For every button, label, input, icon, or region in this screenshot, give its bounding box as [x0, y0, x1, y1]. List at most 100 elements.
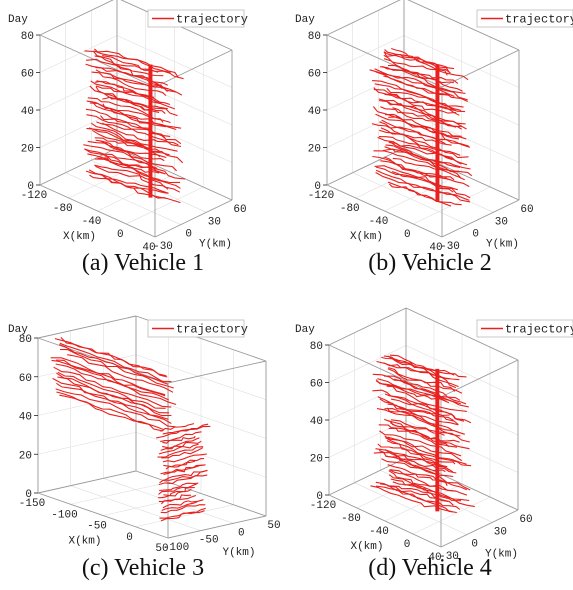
z-axis-label: Day: [295, 324, 315, 336]
trajectory-line: [96, 80, 171, 106]
trajectory-line: [390, 398, 472, 424]
z-tick-label: 60: [21, 69, 34, 81]
x-tick-label: -150: [19, 498, 45, 510]
x-axis-label: X(km): [350, 541, 383, 553]
trajectory-line: [380, 160, 470, 188]
x-tick-label: -50: [87, 521, 107, 533]
y-tick-label: -100: [163, 542, 189, 554]
x-tick-label: 40: [142, 242, 155, 254]
y-tick-label: -30: [153, 241, 173, 253]
caption-vehicle-1: (a) Vehicle 1: [81, 250, 205, 276]
trajectory-line: [389, 469, 448, 486]
trajectory-line: [163, 458, 205, 468]
grid-line: [326, 35, 405, 73]
trajectory-line: [102, 55, 184, 80]
z-axis-label: Day: [295, 14, 315, 26]
box-edge: [405, 307, 519, 361]
trajectory-line: [96, 121, 182, 148]
trajectory-line: [94, 164, 169, 190]
chart-svg: 020406080-120-80-40040-3003060DayX(km)Y(…: [295, 307, 573, 564]
z-axis-label: Day: [8, 324, 28, 336]
trajectory-line: [384, 99, 466, 125]
trajectory-line: [383, 375, 461, 401]
grid-line: [328, 382, 407, 421]
x-axis-label: X(km): [350, 231, 383, 243]
trajectory-line: [380, 106, 457, 128]
x-tick-label: -40: [82, 216, 102, 228]
trajectory-line: [392, 157, 465, 181]
grid-line: [126, 186, 204, 225]
x-tick-label: 0: [404, 539, 411, 551]
legend: trajectory: [147, 319, 248, 338]
y-tick-label: 60: [520, 204, 533, 216]
box-edge: [167, 360, 267, 384]
trajectory-line: [56, 359, 166, 397]
x-tick-label: -120: [310, 500, 336, 512]
grid-line: [352, 172, 468, 225]
trajectory-line: [379, 66, 466, 94]
trajectory-line: [375, 481, 454, 506]
trajectory-line: [163, 464, 206, 476]
grid-line: [70, 481, 169, 505]
trajectory-line: [383, 362, 459, 388]
trajectory-line: [384, 408, 465, 435]
box-edge: [440, 509, 519, 548]
trajectory-line: [377, 136, 468, 166]
trajectory-line: [384, 393, 465, 422]
trajectory-line: [92, 129, 184, 164]
trajectory-line: [95, 85, 175, 110]
trajectory-line: [380, 127, 461, 156]
x-tick-label: -80: [340, 203, 360, 215]
x-tick-label: 0: [404, 229, 411, 241]
trajectory-line: [55, 388, 176, 428]
box-edge: [37, 492, 169, 539]
trajectory-line: [94, 80, 155, 98]
trajectory-line: [102, 122, 179, 146]
trajectory-line: [384, 49, 469, 81]
x-tick-label: -120: [308, 190, 334, 202]
trajectory-line: [84, 50, 159, 73]
trajectory-line: [67, 354, 174, 393]
y-axis-label: Y(km): [485, 549, 518, 561]
grid-line: [102, 493, 202, 516]
trajectory-line: [60, 337, 168, 378]
trajectory-line: [387, 464, 468, 491]
trajectory-line: [375, 166, 458, 191]
trajectory-line: [385, 437, 467, 465]
legend-box: [147, 319, 245, 338]
trajectory-line: [102, 72, 183, 96]
chart-svg: 020406080-120-80-40040-3003060DayX(km)Y(…: [8, 0, 248, 254]
box-edge: [154, 49, 233, 88]
trajectory-line: [88, 127, 160, 152]
trajectory-line: [59, 342, 172, 383]
chart-svg: 020406080-120-80-40040-3003060DayX(km)Y(…: [295, 0, 573, 254]
box-edge: [326, 184, 443, 238]
trajectory-line: [375, 71, 469, 103]
box-edge: [326, 147, 405, 186]
z-tick-label: 20: [308, 144, 321, 156]
y-axis-label: Y(km): [199, 239, 232, 251]
trajectory-line: [387, 181, 462, 206]
grid-line: [328, 420, 407, 458]
box-edge: [328, 344, 442, 398]
trajectory-line: [389, 354, 467, 378]
trajectory-line: [369, 69, 455, 98]
trajectory-line: [379, 100, 462, 128]
y-tick-label: -30: [439, 551, 459, 563]
trajectory-line: [384, 449, 457, 474]
y-tick-label: 0: [185, 229, 192, 241]
trajectory-line: [87, 140, 177, 172]
trajectory-line: [57, 376, 172, 417]
y-tick-label: 60: [233, 204, 246, 216]
z-axis-label: Day: [8, 14, 28, 26]
legend: trajectory: [147, 9, 248, 28]
grid-line: [384, 173, 462, 212]
trajectory-line: [388, 141, 462, 165]
box-edge: [328, 494, 442, 548]
box-edge: [39, 0, 114, 36]
trajectory-line: [162, 423, 209, 435]
trajectory-line: [387, 355, 455, 376]
x-tick-label: -120: [21, 190, 47, 202]
trajectory-line: [160, 504, 206, 514]
z-tick-label: 60: [310, 379, 323, 391]
